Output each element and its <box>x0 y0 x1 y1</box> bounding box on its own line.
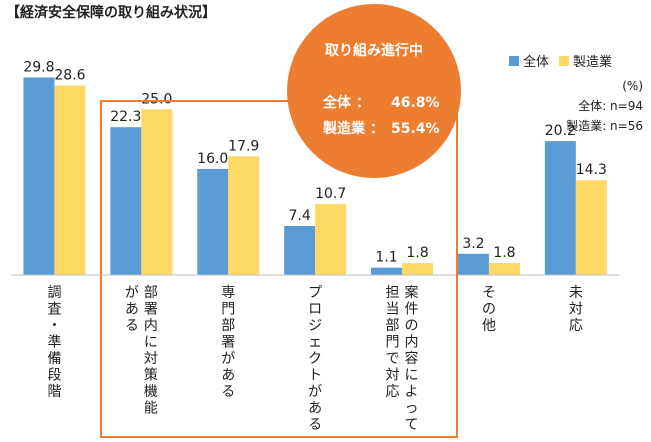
sample-notes: (%) 全体: n=94 製造業: n=56 <box>566 76 643 136</box>
value-label-mfg-0: 28.6 <box>54 67 85 83</box>
bar-mfg-5 <box>488 263 520 275</box>
bar-mfg-6 <box>575 180 607 275</box>
ongoing-group-box <box>100 100 458 438</box>
callout-mfg-label: 製造業 ： <box>323 121 384 137</box>
category-label-2: 専門部署がある <box>221 285 235 400</box>
value-label-mfg-6: 14.3 <box>576 162 607 178</box>
bar-mfg-0 <box>54 85 86 276</box>
category-label-0: 調査・準備段階 <box>47 285 61 400</box>
bar-mfg-1 <box>141 109 173 276</box>
category-label-4-line0: 案件の内容によって <box>405 284 419 433</box>
value-label-all-5: 3.2 <box>462 236 484 252</box>
unit-note: (%) <box>622 79 643 93</box>
category-label-1-line0: 部署内に対策機能 <box>144 285 158 417</box>
value-label-mfg-1: 25.0 <box>141 91 172 107</box>
bar-all-3 <box>284 225 316 275</box>
value-label-all-6: 20.2 <box>545 123 576 139</box>
value-label-all-1: 22.3 <box>110 109 141 125</box>
value-label-mfg-2: 17.9 <box>228 138 259 154</box>
legend: 全体 製造業 <box>509 51 612 70</box>
category-label-5: その他 <box>482 285 496 334</box>
bar-mfg-4 <box>402 263 434 275</box>
ongoing-callout-circle: 取り組み進行中 全体 ： 46.8% 製造業 ： 55.4% <box>287 4 461 178</box>
callout-all-label: 全体 ： <box>323 95 370 111</box>
legend-label-mfg: 製造業 <box>573 55 613 70</box>
callout-mfg-value: 55.4% <box>391 121 440 137</box>
value-label-mfg-3: 10.7 <box>315 186 346 202</box>
bar-all-4 <box>371 267 403 275</box>
legend-label-all: 全体 <box>523 55 550 70</box>
legend-swatch-all <box>509 55 519 66</box>
legend-swatch-mfg <box>559 55 570 66</box>
bar-all-6 <box>544 141 576 275</box>
value-label-all-4: 1.1 <box>375 250 397 266</box>
value-label-mfg-4: 1.8 <box>406 245 428 261</box>
bar-mfg-2 <box>228 156 260 275</box>
n-mfg-note: 製造業: n=56 <box>566 119 643 133</box>
callout-mfg-row: 製造業 ： 55.4% <box>323 118 440 138</box>
callout-all-row: 全体 ： 46.8% <box>323 92 440 112</box>
bar-all-0 <box>23 77 55 276</box>
callout-title: 取り組み進行中 <box>325 43 423 59</box>
value-label-all-3: 7.4 <box>289 208 311 224</box>
category-label-4-line1: 担当部門で対応 <box>386 285 400 400</box>
bar-all-5 <box>457 253 489 275</box>
category-label-1-line1: がある <box>125 285 139 334</box>
bar-all-1 <box>110 127 142 275</box>
bar-all-2 <box>197 168 229 275</box>
bar-mfg-3 <box>315 204 347 275</box>
category-label-6: 未対応 <box>569 285 583 334</box>
chart-title: 【経済安全保障の取り組み状況】 <box>6 5 216 21</box>
n-all-note: 全体: n=94 <box>578 99 643 113</box>
category-label-3: プロジェクトがある <box>308 285 322 433</box>
value-label-all-0: 29.8 <box>23 59 54 75</box>
value-label-mfg-5: 1.8 <box>493 245 515 261</box>
value-label-all-2: 16.0 <box>197 151 228 167</box>
callout-all-value: 46.8% <box>391 95 440 111</box>
